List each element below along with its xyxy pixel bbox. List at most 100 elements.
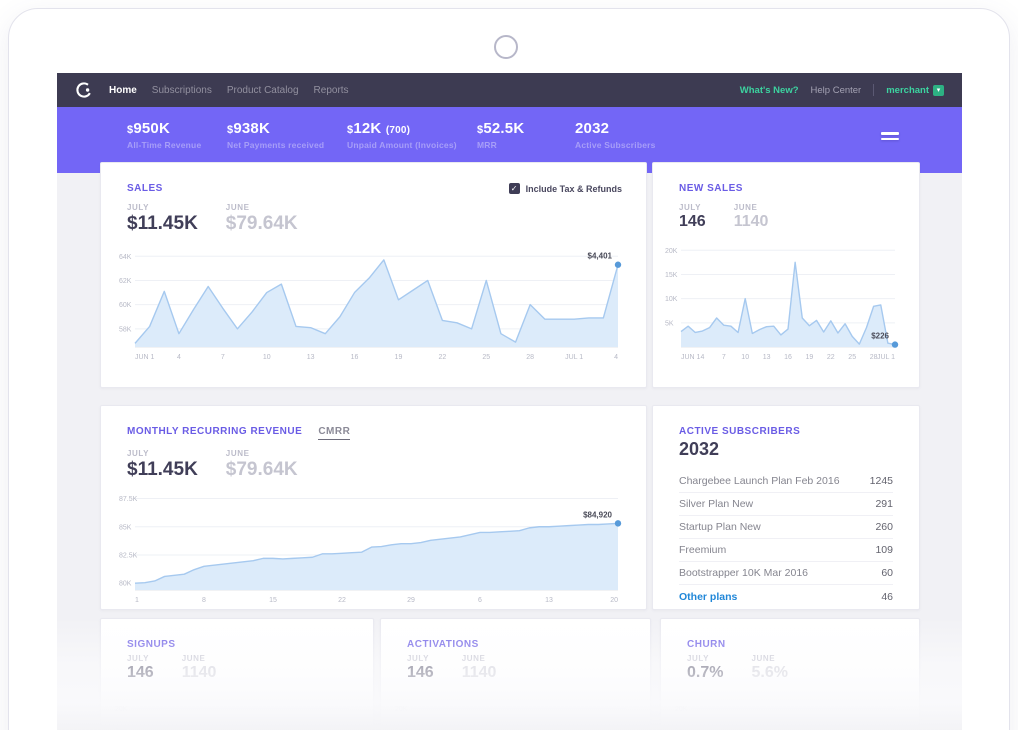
svg-text:13: 13: [545, 597, 553, 604]
metric-label: JULY: [687, 654, 710, 663]
metric-value: 1140: [733, 213, 769, 230]
metric-label: JUNE: [181, 654, 206, 663]
svg-text:20K: 20K: [115, 706, 128, 713]
stat-value: $12K (700): [347, 120, 411, 137]
top-navbar: Home Subscriptions Product Catalog Repor…: [57, 73, 962, 107]
plan-name: Chargebee Launch Plan Feb 2016: [679, 475, 840, 487]
other-plans-row: Other plans 46: [679, 585, 893, 608]
sales-chart: 58K 60K 62K 64K JUN 1 4 7 10 13 16 19 22 25 28 JUL 1 4 $…: [119, 235, 630, 366]
tablet-frame: Home Subscriptions Product Catalog Repor…: [8, 8, 1010, 730]
svg-text:58K: 58K: [119, 326, 132, 333]
stat-label: Net Payments received: [227, 140, 325, 150]
plan-count: 1245: [869, 475, 893, 487]
svg-text:25: 25: [848, 354, 856, 361]
svg-text:29: 29: [407, 597, 415, 604]
signups-title: SIGNUPS: [127, 639, 176, 650]
mrr-chart: 80K 82.5K 85K 87.5K 1 8 15 22 29 6 13 20 $84,920: [119, 480, 630, 609]
plan-row: Bootstrapper 10K Mar 2016 60: [679, 562, 893, 585]
help-center-link[interactable]: Help Center: [810, 84, 862, 96]
svg-text:$84,920: $84,920: [583, 510, 612, 519]
svg-text:20K: 20K: [675, 706, 688, 713]
plan-count: 291: [875, 498, 893, 510]
churn-title: CHURN: [687, 639, 726, 650]
plan-list: Chargebee Launch Plan Feb 2016 1245 Silv…: [679, 470, 893, 608]
svg-text:13: 13: [307, 354, 315, 361]
include-tax-refunds-checkbox[interactable]: ✓ Include Tax & Refunds: [508, 183, 622, 194]
plan-row: Startup Plan New 260: [679, 516, 893, 539]
stat-mrr: $52.5K MRR: [477, 120, 524, 150]
svg-text:22: 22: [438, 354, 446, 361]
svg-text:19: 19: [395, 354, 403, 361]
svg-text:16: 16: [351, 354, 359, 361]
svg-text:16: 16: [784, 354, 792, 361]
svg-text:15K: 15K: [665, 272, 678, 279]
metric-label: JULY: [679, 203, 702, 212]
svg-text:87.5K: 87.5K: [119, 496, 138, 503]
june-metric: JUNE 5.6%: [751, 654, 787, 682]
metric-value: 1140: [181, 664, 217, 681]
svg-text:JUN 1: JUN 1: [135, 354, 155, 361]
activations-title: ACTIVATIONS: [407, 639, 479, 650]
svg-text:22: 22: [827, 354, 835, 361]
nav-menu: Home Subscriptions Product Catalog Repor…: [109, 85, 349, 96]
stat-label: All-Time Revenue: [127, 140, 202, 150]
svg-text:19: 19: [806, 354, 814, 361]
metric-value: $11.45K: [127, 459, 198, 480]
checkbox-check-icon[interactable]: ✓: [508, 183, 520, 194]
chargebee-logo-icon[interactable]: [75, 81, 93, 99]
june-metric: JUNE 1140: [182, 654, 217, 682]
dashboard-screen: Home Subscriptions Product Catalog Repor…: [57, 73, 962, 730]
metric-value: $11.45K: [127, 213, 198, 234]
svg-text:$4,401: $4,401: [588, 252, 613, 261]
july-metric: JULY 146: [127, 654, 154, 682]
nav-right-group: What's New? Help Center merchant ▾: [740, 84, 944, 96]
camera-icon: [494, 35, 518, 59]
metric-label: JUNE: [225, 449, 250, 458]
new-sales-card: NEW SALES JULY 146 JUNE 1140 5K 10K 15K 20K…: [652, 162, 920, 388]
menu-icon[interactable]: [881, 132, 899, 143]
metric-label: JULY: [127, 203, 150, 212]
svg-text:13: 13: [763, 354, 771, 361]
nav-item-product-catalog[interactable]: Product Catalog: [226, 84, 299, 96]
july-metric: JULY 146: [679, 203, 706, 231]
whats-new-link[interactable]: What's New?: [739, 84, 799, 96]
metric-label: JUNE: [225, 203, 250, 212]
metric-label: JULY: [127, 449, 150, 458]
sales-card: SALES ✓ Include Tax & Refunds JULY $11.4…: [100, 162, 647, 388]
merchant-menu[interactable]: merchant ▾: [886, 84, 944, 96]
nav-item-subscriptions[interactable]: Subscriptions: [151, 84, 212, 96]
svg-text:28: 28: [526, 354, 534, 361]
plan-name: Silver Plan New: [679, 498, 754, 510]
svg-text:JUL 1: JUL 1: [877, 354, 895, 361]
nav-item-home[interactable]: Home: [109, 84, 137, 96]
svg-text:20: 20: [610, 597, 618, 604]
stat-value: 2032: [575, 120, 610, 137]
svg-text:4: 4: [614, 354, 618, 361]
svg-text:7: 7: [221, 354, 225, 361]
active-subscribers-card: ACTIVE SUBSCRIBERS 2032 Chargebee Launch…: [652, 405, 920, 610]
july-metric: JULY 146: [407, 654, 434, 682]
tab-cmrr[interactable]: CMRR: [318, 426, 351, 440]
metric-label: JUNE: [751, 654, 776, 663]
nav-item-reports[interactable]: Reports: [313, 84, 349, 96]
svg-text:25: 25: [482, 354, 490, 361]
june-metric: JUNE $79.64K: [226, 203, 298, 235]
svg-text:6: 6: [478, 597, 482, 604]
june-metric: JUNE $79.64K: [226, 449, 298, 481]
stat-all-time-revenue: $950K All-Time Revenue: [127, 120, 201, 150]
stat-net-payments: $938K Net Payments received: [227, 120, 324, 150]
metric-label: JULY: [127, 654, 150, 663]
july-metric: JULY $11.45K: [127, 203, 198, 235]
active-subscribers-title: ACTIVE SUBSCRIBERS: [679, 426, 801, 437]
stat-active-subscribers: 2032 Active Subscribers: [575, 120, 656, 150]
july-metric: JULY $11.45K: [127, 449, 198, 481]
other-plans-link[interactable]: Other plans: [679, 590, 738, 603]
svg-text:60K: 60K: [119, 302, 132, 309]
svg-text:64K: 64K: [119, 254, 132, 261]
plan-name: Bootstrapper 10K Mar 2016: [679, 567, 808, 579]
svg-text:15: 15: [269, 597, 277, 604]
